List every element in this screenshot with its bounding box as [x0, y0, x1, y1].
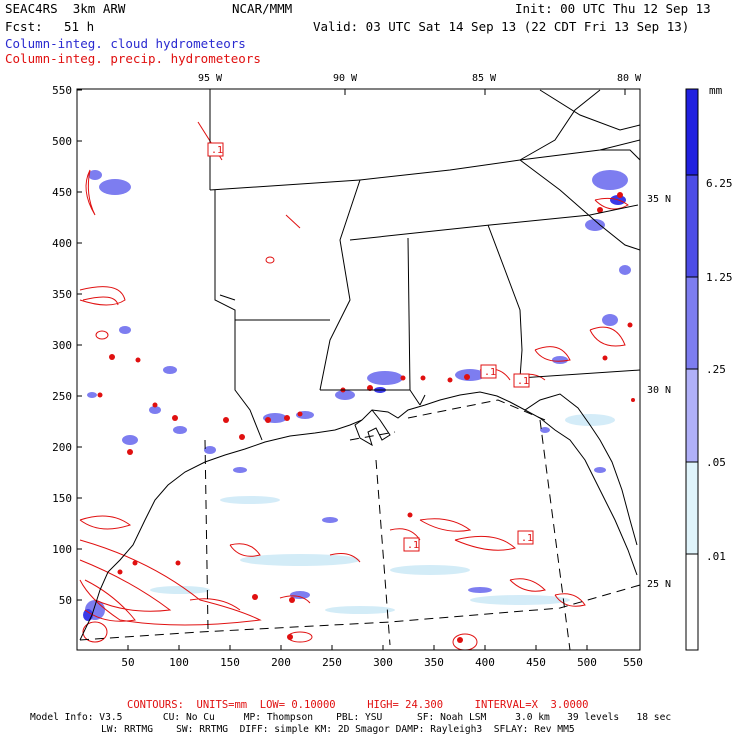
y-tick: 350: [52, 288, 72, 301]
y-tick-marks: [77, 89, 82, 601]
lat-label: 25 N: [647, 579, 671, 590]
x-tick: 550: [623, 656, 643, 669]
forecast-hours: 51 h: [64, 19, 95, 34]
model-info-line1: Model Info: V3.5 CU: No Cu MP: Thompson …: [30, 712, 672, 723]
y-tick: 100: [52, 543, 72, 556]
map-frame: [76, 88, 641, 651]
longitude-labels: 95 W 90 W 85 W 80 W: [198, 73, 642, 84]
contour-label: .1: [480, 364, 497, 379]
legend-precip-hydrometeors: Column-integ. precip. hydrometeors: [5, 51, 261, 66]
x-tick: 100: [169, 656, 189, 669]
lon-label: 80 W: [617, 73, 642, 84]
x-tick: 250: [322, 656, 342, 669]
y-tick: 150: [52, 492, 72, 505]
svg-text:.1: .1: [407, 540, 419, 551]
y-tick: 450: [52, 186, 72, 199]
y-tick: 550: [52, 84, 72, 97]
colorbar-band: [686, 175, 698, 277]
colorbar-band: [686, 89, 698, 175]
colorbar-band: [686, 277, 698, 369]
colorbar-label: .05: [706, 456, 726, 469]
precip-cores: [97, 192, 635, 643]
y-tick: 300: [52, 339, 72, 352]
precip-contours: [79, 121, 629, 650]
contour-label: .1: [403, 537, 420, 552]
contour-info: CONTOURS: UNITS=mm LOW= 0.10000 HIGH= 24…: [127, 699, 589, 711]
y-tick: 250: [52, 390, 72, 403]
x-tick: 450: [526, 656, 546, 669]
x-tick: 500: [577, 656, 597, 669]
domain-boundaries: [79, 399, 640, 650]
contour-label: .1: [207, 142, 224, 157]
light-cloud-areas: [150, 414, 615, 614]
florida-peninsula: [524, 409, 638, 576]
colorbar-band: [686, 462, 698, 554]
lat-label: 35 N: [647, 194, 671, 205]
y-axis-labels: 550 500 450 400 350 300 250 200 150 100 …: [52, 84, 72, 607]
lon-label: 85 W: [472, 73, 497, 84]
colorbar-band: [686, 554, 698, 650]
y-tick: 500: [52, 135, 72, 148]
contour-label: .1: [517, 530, 534, 545]
x-tick: 50: [121, 656, 134, 669]
lon-label: 90 W: [333, 73, 358, 84]
colorbar-band: [686, 369, 698, 462]
colorbar-label: 6.25: [706, 177, 733, 190]
lat-label: 30 N: [647, 385, 671, 396]
svg-text:.1: .1: [211, 145, 223, 156]
init-time: Init: 00 UTC Thu 12 Sep 13: [515, 1, 711, 16]
forecast-label: Fcst:: [5, 19, 43, 34]
map-content: [79, 89, 640, 650]
state-borders: [209, 89, 640, 441]
x-tick: 350: [424, 656, 444, 669]
mississippi-delta: [354, 409, 391, 447]
x-tick-marks: [127, 645, 588, 650]
model-info-line2: LW: RRTMG SW: RRTMG DIFF: simple KM: 2D …: [101, 724, 575, 735]
cloud-hydrometeor-blobs: [85, 170, 631, 620]
lon-label: 95 W: [198, 73, 223, 84]
legend-cloud-hydrometeors: Column-integ. cloud hydrometeors: [5, 36, 246, 51]
valid-time: Valid: 03 UTC Sat 14 Sep 13 (22 CDT Fri …: [313, 19, 690, 34]
y-tick: 200: [52, 441, 72, 454]
contour-label: .1: [513, 373, 530, 388]
svg-text:.1: .1: [484, 367, 496, 378]
contour-label-boxes: .1 .1 .1 .1 .1: [207, 142, 534, 552]
svg-text:.1: .1: [521, 533, 533, 544]
svg-text:.1: .1: [517, 376, 529, 387]
x-axis-labels: 50 100 150 200 250 300 350 400 450 500 5…: [121, 656, 643, 669]
top-ticks: [209, 89, 626, 95]
x-tick: 200: [271, 656, 291, 669]
colorbar-label: .01: [706, 550, 726, 563]
x-tick: 300: [373, 656, 393, 669]
colorbar: mm 6.25 1.25 .25 .05 .01: [685, 84, 733, 651]
latitude-labels: 35 N 30 N 25 N: [647, 194, 671, 590]
org-title: NCAR/MMM: [232, 1, 293, 16]
colorbar-unit: mm: [709, 84, 723, 97]
colorbar-label: .25: [706, 363, 726, 376]
model-title: SEAC4RS 3km ARW: [5, 1, 126, 16]
y-tick: 50: [59, 594, 72, 607]
y-tick: 400: [52, 237, 72, 250]
x-tick: 400: [475, 656, 495, 669]
colorbar-label: 1.25: [706, 271, 733, 284]
x-tick: 150: [220, 656, 240, 669]
